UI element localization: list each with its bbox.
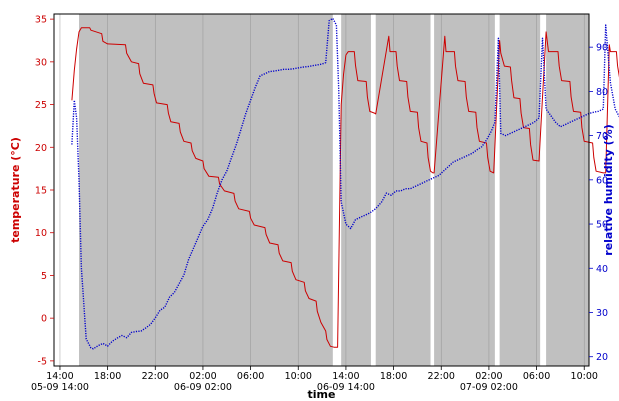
left-tick-label: 10 [35, 228, 47, 239]
x-tick-label: 02:00 [189, 371, 216, 382]
left-tick-label: 35 [35, 15, 47, 26]
x-tick-label: 06:00 [237, 371, 264, 382]
left-tick-label: 0 [41, 314, 47, 325]
series-lines [71, 17, 619, 350]
x-tick-label: 18:00 [380, 371, 407, 382]
shaded-period [79, 14, 333, 366]
x-tick-label: 14:00 [46, 371, 73, 382]
right-tick-label: 90 [596, 43, 608, 54]
left-tick-label: 20 [35, 143, 47, 154]
left-tick-label: 5 [41, 271, 47, 282]
left-tick-label: 25 [35, 100, 47, 111]
x-tick-label: 22:00 [428, 371, 455, 382]
x-tick-label: 22:00 [142, 371, 169, 382]
x-tick-label: 10:00 [571, 371, 598, 382]
right-axis: 20 30 40 50 60 70 80 90 [589, 43, 608, 363]
x-tick-date-label: 06-09 02:00 [174, 382, 232, 393]
left-axis: -5 0 5 10 15 20 25 30 35 [35, 15, 54, 367]
right-tick-label: 30 [596, 308, 608, 319]
shaded-period [546, 14, 589, 366]
right-tick-label: 80 [596, 87, 608, 98]
right-tick-label: 50 [596, 220, 608, 231]
shaded-period [434, 14, 495, 366]
humidity-line-1 [71, 17, 619, 350]
x-tick-label: 10:00 [285, 371, 312, 382]
x-tick-label: 18:00 [94, 371, 121, 382]
x-tick-label: 06:00 [523, 371, 550, 382]
x-axis-label: time [308, 388, 336, 401]
right-tick-label: 40 [596, 264, 608, 275]
x-tick-date-label: 05-09 14:00 [31, 382, 89, 393]
shaded-period [499, 14, 541, 366]
vertical-gridlines [59, 14, 585, 366]
x-tick-date-label: 06-09 14:00 [317, 382, 375, 393]
x-tick-date-label: 07-09 02:00 [460, 382, 518, 393]
shaded-period [375, 14, 431, 366]
right-tick-label: 20 [596, 352, 608, 363]
x-tick-label: 14:00 [332, 371, 359, 382]
temperature-line-0 [71, 27, 619, 348]
right-axis-label: relative humidity (%) [602, 124, 615, 255]
right-tick-label: 60 [596, 175, 608, 186]
left-tick-label: 15 [35, 186, 47, 197]
x-tick-label: 02:00 [475, 371, 502, 382]
left-tick-label: -5 [38, 356, 47, 367]
shaded-periods [79, 14, 589, 366]
left-axis-label: temperature (°C) [9, 137, 22, 243]
left-tick-label: 30 [35, 57, 47, 68]
right-tick-label: 70 [596, 131, 608, 142]
